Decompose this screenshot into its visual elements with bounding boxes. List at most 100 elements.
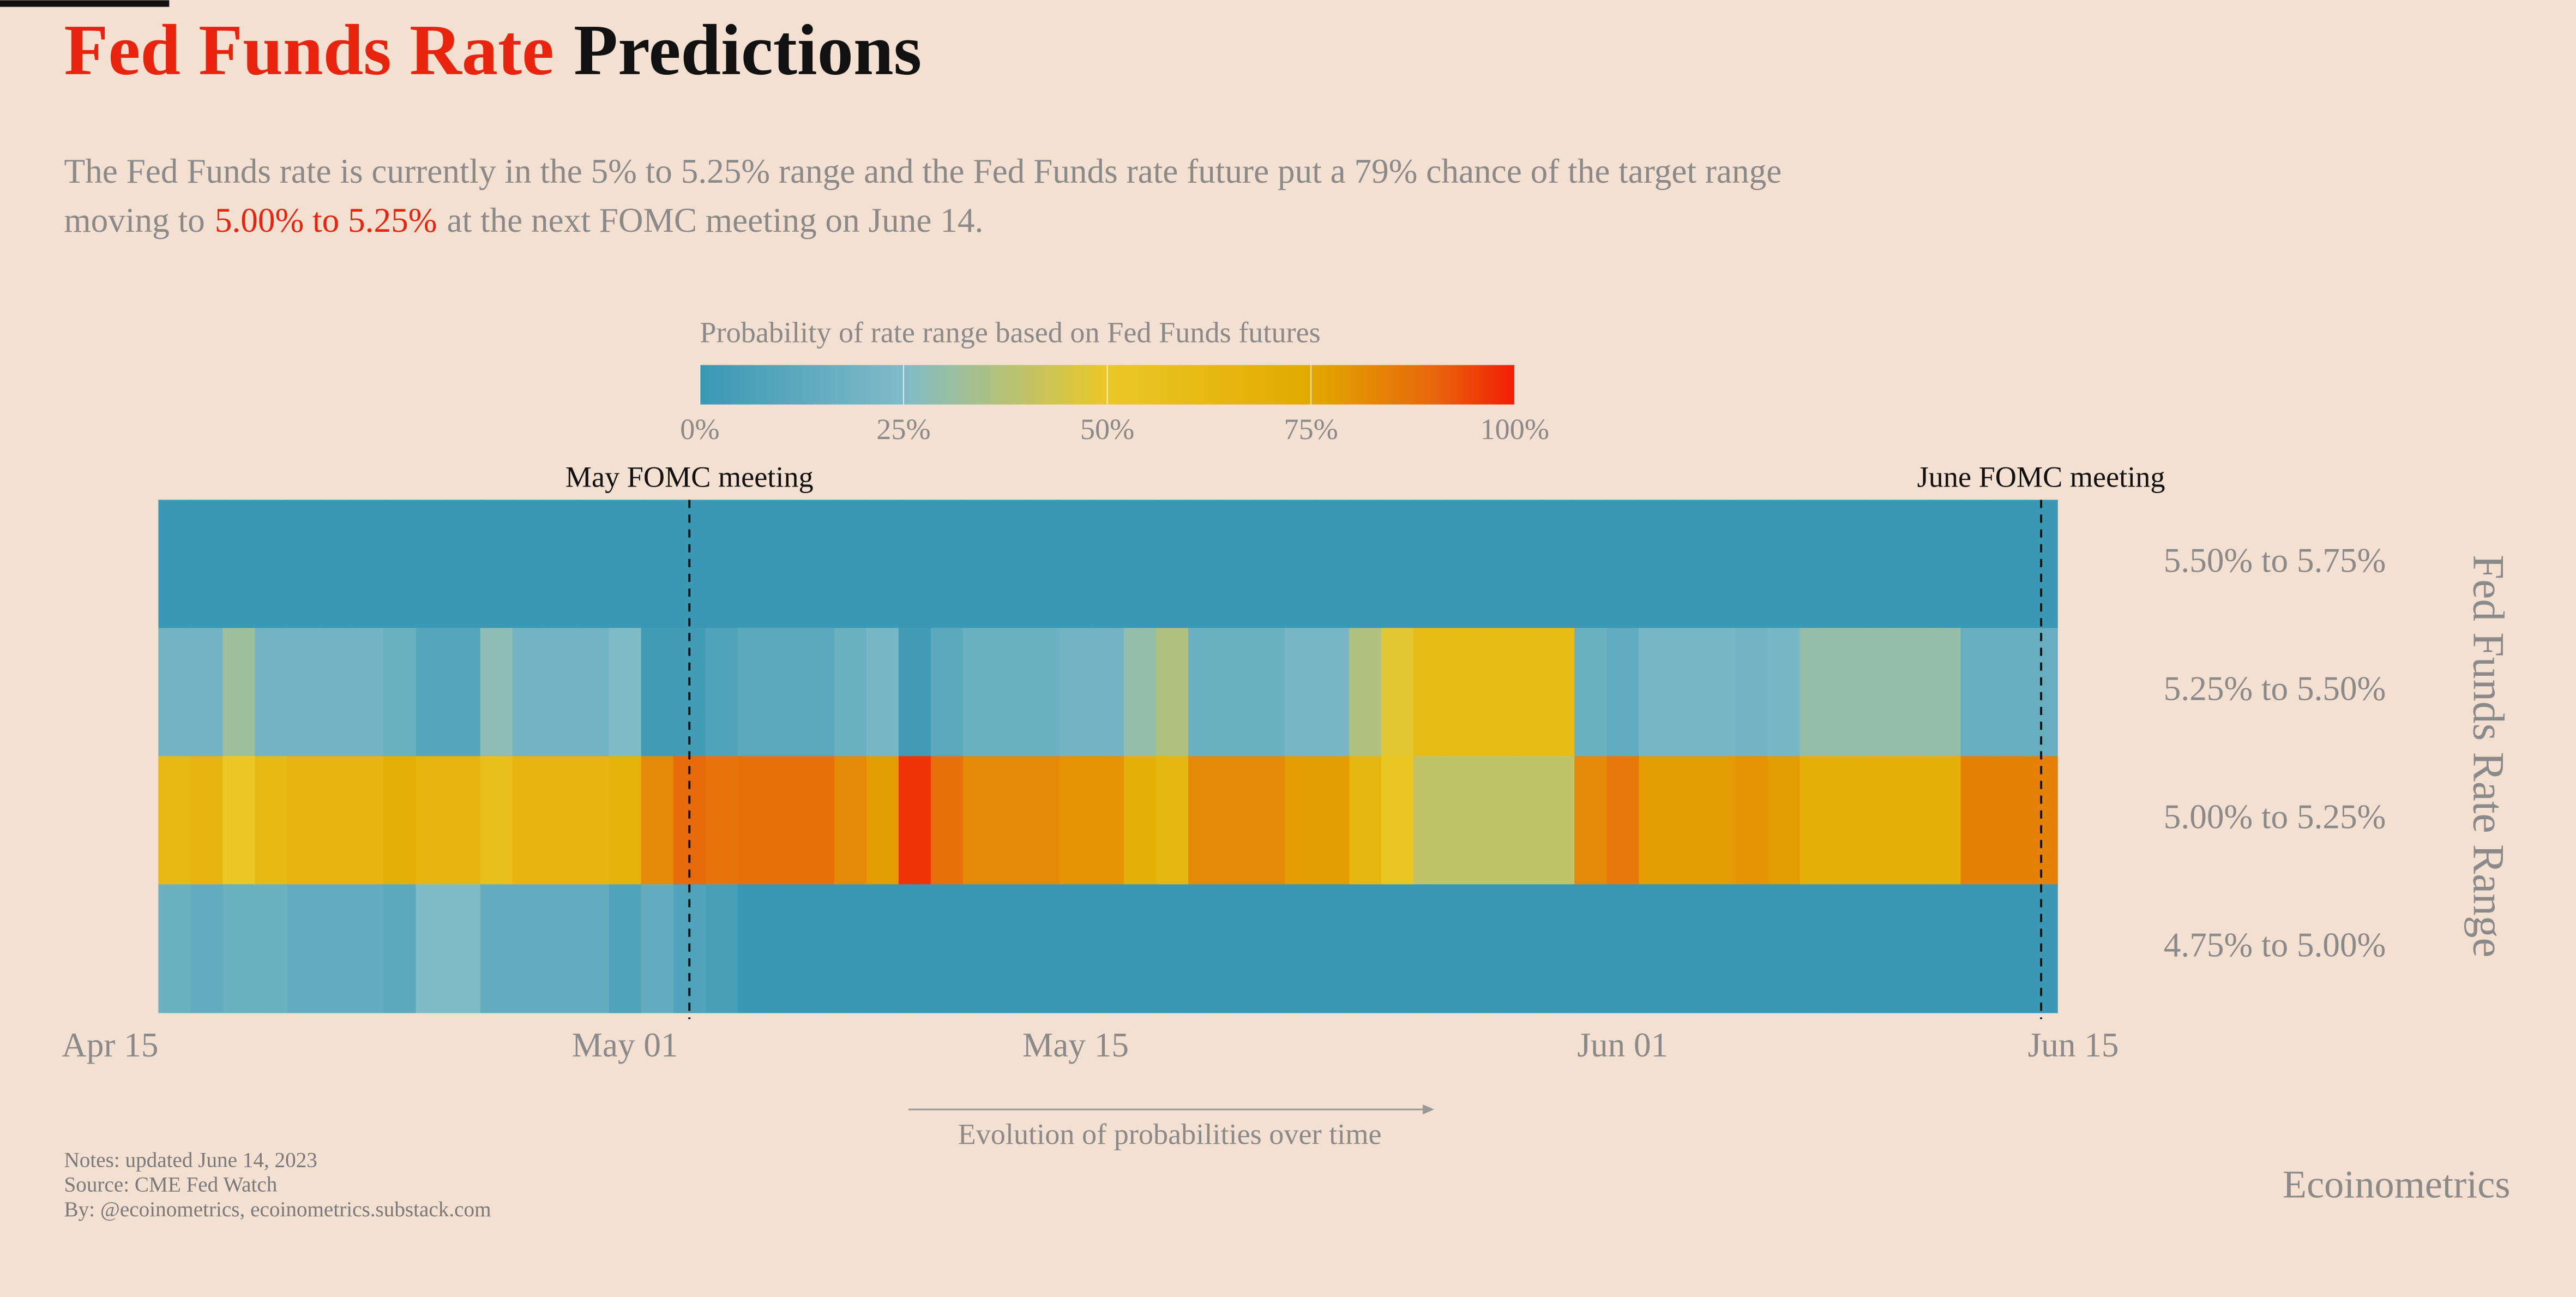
y-axis-title: Fed Funds Rate Range [2464,555,2513,958]
heatmap-cell [1478,756,1511,885]
heatmap-cell [480,500,513,629]
heatmap-cell [769,500,803,629]
chart-title: Fed Funds Rate Predictions [64,10,922,90]
heatmap-cell [383,756,417,885]
annotation-label: May FOMC meeting [565,461,814,494]
colorbar-tick-label: 100% [1480,413,1550,446]
heatmap-cell [351,628,384,757]
heatmap-cell [1606,884,1640,1013]
heatmap-cell [1606,756,1640,885]
heatmap-cell [544,628,577,757]
heatmap-cell [1799,756,1833,885]
heatmap-cell [1478,500,1511,629]
heatmap-cell [1542,884,1575,1013]
heatmap-cell [1059,884,1093,1013]
heatmap-cell [1381,500,1415,629]
heatmap-cell [1574,500,1608,629]
heatmap-cell [641,628,674,757]
heatmap-cell [576,884,610,1013]
heatmap-cell [737,884,771,1013]
heatmap-cell [512,756,545,885]
heatmap-cell [1027,884,1061,1013]
heatmap-cell [1864,628,1897,757]
heatmap-cell [576,628,610,757]
heatmap-cell [222,884,256,1013]
heatmap-cell [930,628,964,757]
heatmap-cell [190,500,224,629]
heatmap-cell [1220,500,1254,629]
heatmap-cell [1639,628,1672,757]
heatmap-cell [1156,500,1189,629]
heatmap-cell [1317,500,1350,629]
heatmap-cell [1091,756,1125,885]
heatmap-cell [1960,500,1994,629]
heatmap-cell [1220,884,1254,1013]
heatmap-cell [802,628,835,757]
heatmap-cell [1349,756,1382,885]
heatmap-cell [1735,628,1768,757]
heatmap-cell [898,756,932,885]
subtitle-part: The Fed Funds rate is currently in the 5… [64,152,1781,190]
heatmap-cell [158,628,191,757]
heatmap-cell [1799,884,1833,1013]
heatmap-cell [673,756,706,885]
heatmap-cell [1832,756,1865,885]
heatmap-cell [1091,500,1125,629]
heatmap-cell [1285,628,1318,757]
heatmap-cell [609,500,642,629]
heatmap-cell [222,756,256,885]
heatmap-cell [416,628,449,757]
heatmap-cell [1059,628,1093,757]
heatmap-cell [705,884,738,1013]
heatmap-cell [1639,500,1672,629]
heatmap-cell [1639,756,1672,885]
heatmap-cell [1671,756,1704,885]
x-tick-label: Apr 15 [62,1026,158,1064]
heatmap-cell [1671,884,1704,1013]
heatmap-cell [1188,628,1221,757]
heatmap-cell [705,500,738,629]
heatmap-cell [1253,628,1286,757]
heatmap-cell [962,884,996,1013]
heatmap-cell [1799,500,1833,629]
heatmap-cell [383,500,417,629]
heatmap-cell [1671,628,1704,757]
heatmap-cell [1703,500,1736,629]
heatmap-cell [512,500,545,629]
heatmap-cell [1349,628,1382,757]
heatmap-cell [1123,628,1157,757]
x-tick-label: May 01 [572,1026,678,1064]
heatmap-cell [609,756,642,885]
heatmap-cell [1896,884,1929,1013]
heatmap-cell [319,756,352,885]
heatmap-cell [802,500,835,629]
heatmap-cell [1735,884,1768,1013]
heatmap-cell [1542,756,1575,885]
heatmap-cell [737,628,771,757]
heatmap-cell [158,884,191,1013]
heatmap-cell [1446,756,1479,885]
heatmap-cell [1478,628,1511,757]
heatmap-cell [1220,756,1254,885]
heatmap-cell [1446,500,1479,629]
heatmap-cell [1188,756,1221,885]
heatmap-cell [1574,628,1608,757]
heatmap-cell [480,884,513,1013]
heatmap-cell [544,500,577,629]
heatmap-cell [1896,500,1929,629]
heatmap-cell [2025,756,2058,885]
heatmap-cell [1832,884,1865,1013]
heatmap-cell [962,628,996,757]
heatmap-cell [351,500,384,629]
heatmap-cell [1993,884,2026,1013]
heatmap-cell [866,884,900,1013]
heatmap-cell [930,756,964,885]
heatmap-cell [1574,884,1608,1013]
heatmap-cell [1510,884,1543,1013]
heatmap-cell [222,500,256,629]
heatmap-cell [705,628,738,757]
heatmap-cell [448,500,481,629]
heatmap-cell [1123,756,1157,885]
subtitle-part: at the next FOMC meeting on June 14. [447,201,984,239]
